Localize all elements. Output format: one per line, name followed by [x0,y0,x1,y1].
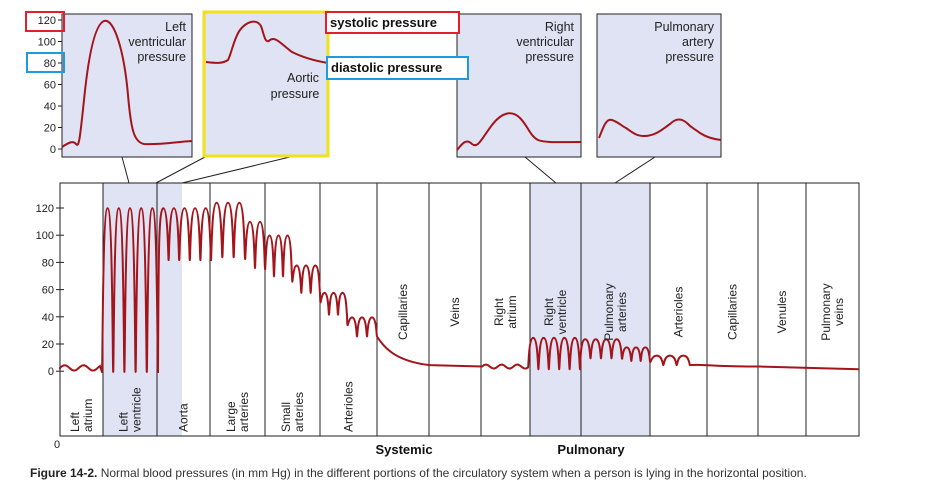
right-ventricular-curve [456,112,582,151]
segment-label: ventricle [130,387,144,432]
systemic-label: Systemic [375,442,432,457]
top-axis-tick-label: 0 [50,144,56,156]
aortic-panel: Aortic pressure [202,10,330,158]
main-axis-tick-label: 60 [42,285,54,297]
lv-title-3: pressure [137,50,186,64]
left-ventricular-curve [61,19,193,148]
main-axis-tick-label: 100 [36,230,54,242]
pulmonary-artery-curve [598,118,722,141]
segment-label: Aorta [177,403,191,432]
main-axis-tick-label: 40 [42,312,54,324]
diastolic-label: diastolic pressure [331,60,442,75]
segment-label: Large [224,401,238,432]
top-axis-tick-label: 20 [44,123,56,135]
main-axis-tick-label: 80 [42,257,54,269]
pa-title-2: artery [682,35,715,49]
segment-label: arteries [292,392,306,432]
segment-labels: Left atrium Left ventricle Aorta Large arterie… [68,283,846,432]
figure-caption: Figure 14-2. Normal blood pressures (in … [30,466,910,481]
pulmonary-label: Pulmonary [557,442,625,457]
segment-label: Pulmonary [819,283,833,340]
pulmonary-artery-panel: Pulmonary artery pressure [596,13,722,158]
segment-dividers [102,183,807,436]
diastolic-annotation: diastolic pressure [326,56,469,80]
segment-label: veins [832,298,846,326]
segment-label: Arterioles [672,287,686,338]
right-ventricular-panel: Right ventricular pressure [456,13,582,158]
top-pressure-axis: 120 100 80 60 40 20 0 [38,15,64,156]
main-axis-tick-label: 0 [48,366,54,378]
top-axis-tick-label: 80 [44,58,56,70]
segment-label: Small [279,402,293,432]
pressure-curve [59,201,860,374]
segment-label: arteries [615,292,629,332]
top-axis-tick-label: 120 [38,15,56,27]
segment-label: Left [68,411,82,432]
top-axis-tick-label: 60 [44,80,56,92]
main-axis-tick-label: 20 [42,339,54,351]
pa-title-1: Pulmonary [654,20,714,34]
top-80-highlight [26,52,65,73]
pa-title-3: pressure [665,50,714,64]
systolic-annotation: systolic pressure [325,11,460,34]
bottom-zero-label: 0 [54,439,60,451]
top-120-highlight [25,11,65,32]
caption-text: Normal blood pressures (in mm Hg) in the… [97,466,807,480]
segment-label: atrium [505,295,519,328]
top-axis-tick-label: 40 [44,101,56,113]
segment-label: Pulmonary [602,283,616,340]
pulmonary-shaded-region [530,183,650,436]
segment-label: Capillaries [726,284,740,340]
segment-label: atrium [81,399,95,432]
main-pressure-axis: 120 100 80 60 40 20 0 [36,203,64,378]
top-axis-tick-label: 100 [38,37,56,49]
segment-label: Right [492,297,506,326]
aortic-title-2: pressure [271,87,320,101]
segment-label: Arterioles [342,381,356,432]
segment-label: Left [117,411,131,432]
aortic-curve [205,20,329,64]
segment-label: ventricle [555,289,569,334]
lv-title-2: ventricular [128,35,186,49]
segment-label: Venules [775,291,789,334]
main-axis-tick-label: 120 [36,203,54,215]
segment-label: arteries [237,392,251,432]
aortic-title-1: Aortic [287,71,319,85]
lv-title-1: Left [165,20,186,34]
segment-label: Capillaries [396,284,410,340]
rv-title-3: pressure [525,50,574,64]
segment-label: Veins [448,297,462,326]
rv-title-2: ventricular [516,35,574,49]
main-chart-frame [59,182,860,437]
caption-label: Figure 14-2. [30,466,98,480]
segment-label: Right [542,297,556,326]
left-ventricular-panel: Left ventricular pressure [61,13,193,158]
rv-title-1: Right [545,20,575,34]
connector-lines [121,156,656,184]
systolic-label: systolic pressure [330,15,437,30]
